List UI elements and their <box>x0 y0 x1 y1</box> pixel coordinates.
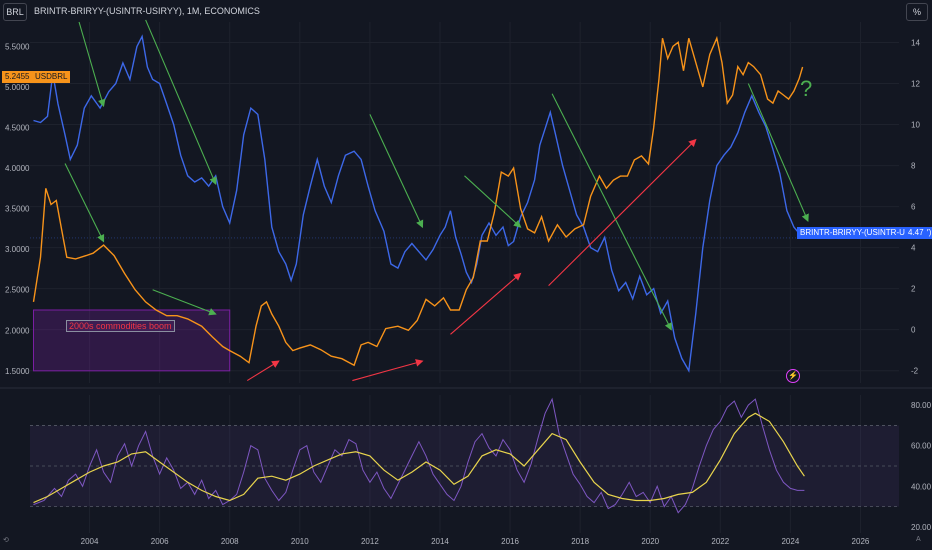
x-tick-label: 2016 <box>501 537 519 546</box>
right-axis-tick-label: 8 <box>911 162 916 171</box>
osc-axis-tick-label: 80.00 <box>911 401 932 410</box>
left-axis-tick-label: 2.0000 <box>5 326 30 335</box>
down-arrow <box>464 175 522 228</box>
spread-series-label: BRINTR-BRIRYY-(USINTR-USIRYY) <box>797 227 932 239</box>
down-arrow <box>369 114 424 229</box>
left-axis-tick-label: 4.5000 <box>5 123 30 132</box>
usdbrl-price-label: 5.2455 <box>2 71 33 83</box>
usdbrl-series-label: USDBRL <box>32 71 71 83</box>
osc-axis-tick-label: 20.00 <box>911 523 932 532</box>
x-tick-label: 2026 <box>852 537 870 546</box>
right-axis-tick-label: 4 <box>911 244 916 253</box>
x-tick-label: 2004 <box>81 537 99 546</box>
up-arrow <box>450 272 522 335</box>
osc-axis-tick-label: 40.00 <box>911 482 932 491</box>
left-axis-tick-label: 1.5000 <box>5 367 30 376</box>
rsi-line <box>33 397 805 514</box>
right-axis-tick-label: 0 <box>911 326 916 335</box>
x-tick-label: 2020 <box>641 537 659 546</box>
x-tick-label: 2014 <box>431 537 449 546</box>
usdbrl-line <box>32 35 804 367</box>
x-tick-label: 2018 <box>571 537 589 546</box>
rsi-ma-line <box>33 412 805 504</box>
down-arrow <box>64 163 105 243</box>
down-arrow <box>145 19 217 186</box>
x-tick-label: 2010 <box>291 537 309 546</box>
right-axis-tick-label: 6 <box>911 203 916 212</box>
up-arrow <box>352 359 424 382</box>
down-arrow <box>747 83 809 222</box>
left-axis-tick-label: 4.0000 <box>5 164 30 173</box>
down-arrow <box>152 289 217 316</box>
down-arrow <box>551 93 672 331</box>
commodities-boom-annotation: 2000s commodities boom <box>66 320 175 332</box>
right-axis-tick-label: 10 <box>911 121 920 130</box>
left-axis-tick-label: 2.5000 <box>5 286 30 295</box>
x-tick-label: 2008 <box>221 537 239 546</box>
question-annotation: ? <box>800 76 813 101</box>
right-axis-tick-label: 2 <box>911 285 916 294</box>
x-tick-label: 2006 <box>151 537 169 546</box>
up-arrow <box>246 360 280 382</box>
percent-scale-button[interactable]: % <box>906 3 928 21</box>
right-axis-tick-label: -2 <box>911 367 919 376</box>
osc-axis-tick-label: 60.00 <box>911 442 932 451</box>
x-tick-label: 2024 <box>781 537 799 546</box>
spread-price-label: 4.47 <box>905 227 927 239</box>
lightning-icon[interactable]: ⚡ <box>786 369 800 383</box>
left-axis-tick-label: 5.0000 <box>5 83 30 92</box>
x-tick-label: 2012 <box>361 537 379 546</box>
auto-scale-icon[interactable]: A <box>916 536 921 543</box>
x-tick-label: 2022 <box>711 537 729 546</box>
chart-title: BRINTR-BRIRYY-(USINTR-USIRYY), 1M, ECONO… <box>34 6 260 16</box>
left-axis-tick-label: 3.5000 <box>5 205 30 214</box>
symbol-button[interactable]: BRL <box>3 3 27 21</box>
reset-icon[interactable]: ⟲ <box>3 537 9 544</box>
spread-line <box>33 34 805 373</box>
left-axis-tick-label: 5.5000 <box>5 42 30 51</box>
up-arrow <box>548 138 697 287</box>
down-arrow <box>78 21 106 108</box>
right-axis-tick-label: 12 <box>911 80 920 89</box>
left-axis-tick-label: 3.0000 <box>5 245 30 254</box>
right-axis-tick-label: 14 <box>911 39 920 48</box>
